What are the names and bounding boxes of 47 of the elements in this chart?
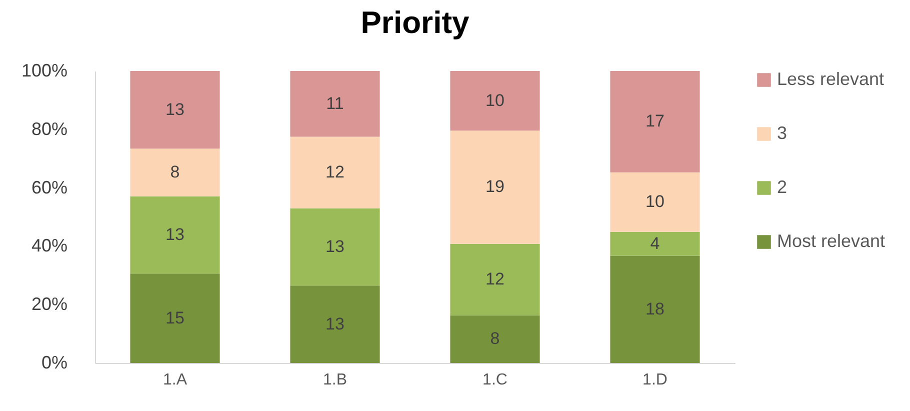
annotation: 10 (486, 90, 504, 110)
legend-label: Less relevant (777, 69, 884, 89)
annotation: 11 (326, 94, 344, 113)
legend-label: Most relevant (777, 231, 886, 251)
bar (290, 286, 380, 363)
chart-title: Priority (360, 5, 470, 40)
bar (610, 232, 700, 256)
x-tick-label: 1.A (162, 372, 188, 388)
bar (450, 71, 540, 131)
bar (610, 71, 700, 172)
y-tick-label: 40% (31, 236, 68, 256)
annotation: 13 (326, 236, 344, 256)
bar (130, 274, 220, 363)
annotation: 12 (486, 270, 504, 289)
bar (450, 244, 540, 316)
y-tick-label: 0% (41, 352, 68, 372)
bar (610, 172, 700, 232)
annotation: 4 (650, 234, 660, 253)
bar (290, 136, 380, 208)
annotation: 18 (646, 299, 664, 318)
bar (290, 71, 380, 137)
bar (610, 256, 700, 363)
annotation: 8 (170, 162, 180, 182)
legend-label: 2 (777, 177, 788, 197)
bar (130, 71, 220, 149)
bar (290, 208, 380, 286)
annotation: 17 (646, 112, 664, 131)
annotation: 10 (646, 192, 664, 212)
annotation: 19 (486, 177, 504, 196)
annotation: 13 (166, 100, 184, 119)
x-tick-label: 1.C (482, 372, 508, 388)
y-tick-label: 100% (21, 60, 68, 80)
x-tick-label: 1.D (642, 372, 668, 388)
bar (130, 196, 220, 274)
x-tick-label: 1.B (322, 372, 348, 388)
y-tick-label: 80% (31, 118, 68, 139)
annotation: 15 (166, 308, 184, 328)
annotation: 13 (326, 314, 344, 334)
legend-label: 3 (777, 123, 788, 143)
bar (130, 148, 220, 196)
annotation: 8 (490, 329, 500, 348)
bar (450, 130, 540, 244)
annotation: 12 (326, 162, 344, 182)
bar (450, 315, 540, 363)
annotation: 13 (166, 224, 184, 244)
y-tick-label: 20% (31, 294, 68, 314)
y-tick-label: 60% (31, 177, 68, 198)
